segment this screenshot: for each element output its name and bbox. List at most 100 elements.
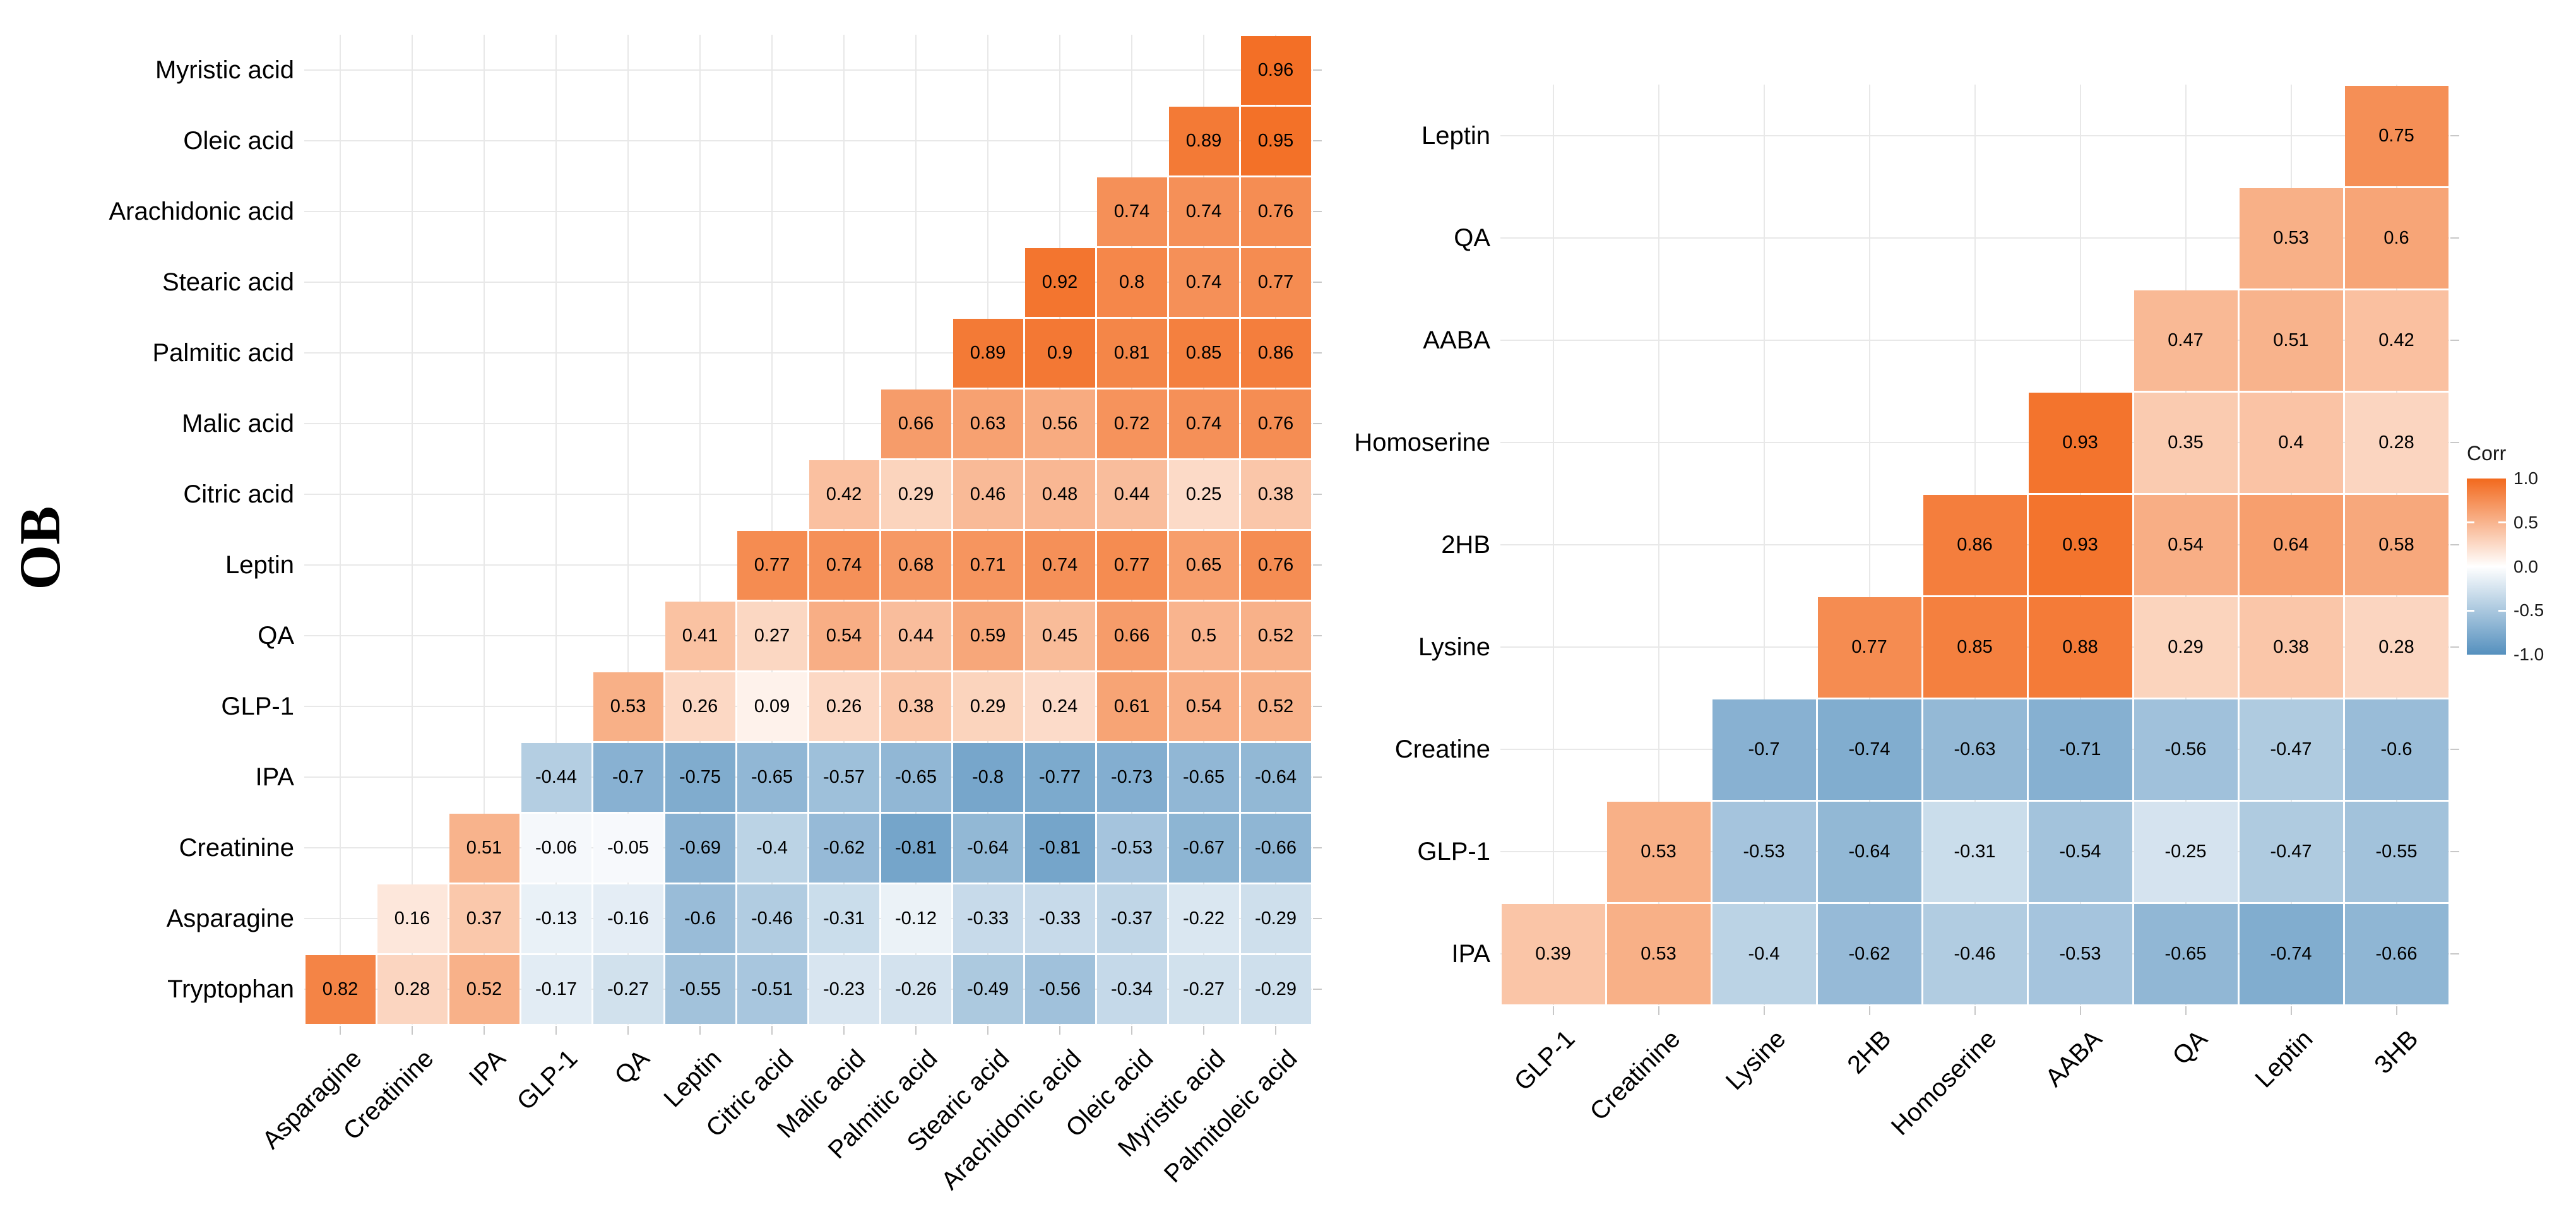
gridline-vertical [843, 35, 845, 1025]
heatmap-cell: 0.53 [2239, 187, 2343, 288]
heatmap-cell: -0.47 [2239, 801, 2343, 902]
heatmap-cell-text: 0.47 [2168, 330, 2204, 350]
heatmap-cell: 0.28 [377, 954, 448, 1024]
heatmap-cell: -0.54 [2028, 801, 2132, 902]
heatmap-cell: 0.66 [881, 389, 951, 458]
heatmap-cell-text: 0.76 [1257, 413, 1294, 434]
heatmap-cell-text: 0.77 [754, 554, 790, 575]
heatmap-cell-text: -0.53 [2059, 943, 2101, 964]
heatmap-cell-text: 0.58 [2378, 534, 2414, 555]
row-label: Palmitic acid [4, 338, 294, 368]
column-label-text: Leptin [2249, 1025, 2318, 1093]
heatmap-cell: -0.17 [521, 954, 591, 1024]
heatmap-cell: -0.05 [593, 813, 663, 883]
heatmap-cell: 0.27 [737, 601, 807, 670]
heatmap-cell-text: 0.74 [826, 554, 862, 575]
heatmap-cell-text: 0.25 [1185, 484, 1222, 504]
x-axis-tick [1552, 1006, 1554, 1015]
heatmap-cell-text: 0.52 [1257, 696, 1294, 717]
heatmap-cell-text: 0.76 [1257, 201, 1294, 222]
heatmap-cell: -0.29 [1240, 954, 1311, 1024]
heatmap-cell-text: 0.81 [1113, 342, 1150, 363]
heatmap-cell-text: -0.12 [894, 908, 937, 929]
legend-tick-label: 0.5 [2514, 512, 2538, 532]
heatmap-cell: 0.77 [737, 530, 807, 600]
heatmap-cell: 0.24 [1024, 672, 1095, 741]
heatmap-cell: -0.4 [737, 813, 807, 883]
row-label: AABA [1200, 325, 1490, 355]
heatmap-cell-text: 0.95 [1257, 130, 1294, 151]
y-axis-tick-right [1313, 211, 1322, 212]
row-label: Creatine [1200, 734, 1490, 764]
row-label: Lysine [1200, 632, 1490, 662]
heatmap-cell: 0.76 [1240, 530, 1311, 600]
column-label-text: QA [2167, 1025, 2213, 1071]
legend-tick-notch [2467, 521, 2474, 524]
row-label-text: Creatinine [179, 834, 294, 862]
heatmap-cell: 0.48 [1024, 460, 1095, 529]
heatmap-cell: 0.54 [809, 601, 879, 670]
heatmap-cell: -0.33 [953, 884, 1023, 953]
heatmap-cell: 0.16 [377, 884, 448, 953]
heatmap-cell-text: -0.33 [966, 908, 1009, 929]
heatmap-cell-text: -0.7 [1748, 739, 1780, 759]
heatmap-cell: 0.74 [1168, 389, 1239, 458]
y-axis-tick-right [1313, 423, 1322, 424]
y-axis-tick-right [1313, 918, 1322, 919]
column-label-text: AABA [2039, 1025, 2108, 1092]
heatmap-cell: 0.26 [665, 672, 735, 741]
row-label-text: AABA [1423, 326, 1490, 354]
heatmap-cell: 0.45 [1024, 601, 1095, 670]
heatmap-cell: -0.37 [1096, 884, 1167, 953]
heatmap-cell: 0.85 [1168, 318, 1239, 388]
heatmap-cell-text: -0.13 [535, 908, 578, 929]
heatmap-cell: 0.88 [2028, 597, 2132, 698]
heatmap-cell: 0.38 [881, 672, 951, 741]
heatmap-cell: 0.8 [1096, 247, 1167, 317]
row-label: IPA [4, 762, 294, 792]
heatmap-cell-text: 0.4 [2278, 432, 2304, 453]
row-label: Myristic acid [4, 55, 294, 85]
heatmap-cell: -0.51 [737, 954, 807, 1024]
gridline-horizontal [304, 282, 1312, 283]
heatmap-cell: 0.89 [1168, 106, 1239, 175]
heatmap-cell: 0.76 [1240, 389, 1311, 458]
heatmap-cell: 0.53 [1606, 801, 1711, 902]
heatmap-cell: -0.47 [2239, 699, 2343, 800]
row-label: GLP-1 [1200, 836, 1490, 867]
heatmap-cell-text: 0.52 [466, 978, 502, 999]
row-label: Asparagine [4, 903, 294, 934]
heatmap-cell: -0.75 [665, 742, 735, 812]
heatmap-cell: 0.77 [1096, 530, 1167, 600]
row-label: Citric acid [4, 479, 294, 509]
x-axis-tick [555, 1026, 557, 1035]
heatmap-cell: -0.34 [1096, 954, 1167, 1024]
gridline-horizontal [304, 776, 1312, 778]
heatmap-cell: 0.51 [2239, 290, 2343, 391]
column-label: 2HB [1689, 1024, 1897, 1219]
heatmap-cell-text: -0.27 [607, 978, 650, 999]
y-axis-tick-right [1313, 352, 1322, 354]
heatmap-cell: -0.55 [665, 954, 735, 1024]
heatmap-cell: -0.44 [521, 742, 591, 812]
heatmap-cell-text: 0.48 [1042, 484, 1078, 504]
y-axis-tick-right [1313, 69, 1322, 71]
y-axis-tick-right [1313, 847, 1322, 848]
heatmap-cell: -0.56 [1024, 954, 1095, 1024]
heatmap-cell: -0.06 [521, 813, 591, 883]
heatmap-cell-text: -0.53 [1110, 837, 1153, 858]
heatmap-cell: 0.82 [305, 954, 376, 1024]
gridline-vertical [340, 35, 341, 1025]
legend-tick-notch [2498, 521, 2506, 524]
heatmap-cell: -0.81 [881, 813, 951, 883]
heatmap-cell: -0.65 [737, 742, 807, 812]
heatmap-cell-text: 0.75 [2378, 125, 2414, 146]
x-axis-tick [1763, 1006, 1765, 1015]
heatmap-cell: 0.96 [1240, 35, 1311, 105]
heatmap-cell-text: 0.9 [1047, 342, 1073, 363]
heatmap-cell: 0.54 [1168, 672, 1239, 741]
heatmap-cell: 0.53 [1606, 903, 1711, 1004]
y-axis-tick-right [2450, 544, 2459, 545]
heatmap-cell: 0.59 [953, 601, 1023, 670]
heatmap-cell-text: 0.51 [466, 837, 502, 858]
